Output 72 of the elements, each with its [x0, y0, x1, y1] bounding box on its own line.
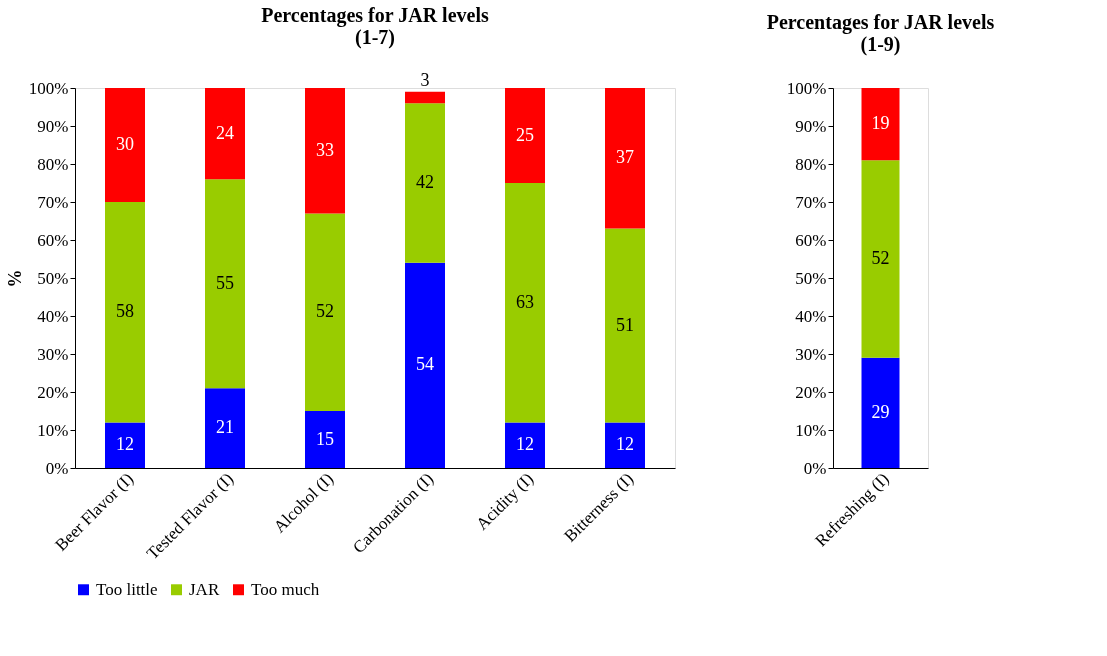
data-label: 42	[416, 172, 434, 192]
data-label: 12	[616, 434, 634, 455]
bar	[205, 388, 245, 468]
data-label: 21	[216, 417, 234, 438]
y-tick-label: 80%	[795, 154, 827, 174]
text: Percentages for JAR levels	[261, 3, 489, 26]
bar	[605, 422, 645, 468]
y-tick-label: 90%	[795, 116, 827, 136]
legend-label: JAR	[189, 579, 220, 599]
text: (1-9)	[860, 33, 901, 55]
bar	[405, 103, 445, 263]
bar	[305, 88, 345, 214]
data-label: 29	[871, 401, 890, 422]
data-label: 33	[316, 139, 334, 160]
y-tick-label: 0%	[803, 458, 827, 478]
data-label: 58	[116, 301, 134, 322]
bar	[861, 357, 900, 468]
bar	[105, 202, 145, 423]
bar	[205, 179, 245, 389]
y-tick-label: 60%	[37, 230, 69, 250]
y-axis-title: %	[4, 269, 25, 288]
data-label: 52	[871, 248, 890, 268]
y-tick-label: 10%	[795, 420, 827, 440]
data-label: 19	[871, 113, 890, 134]
y-tick-label: 0%	[45, 458, 69, 478]
data-label: 55	[216, 272, 234, 293]
y-tick-label: 100%	[28, 78, 69, 98]
bar	[305, 411, 345, 468]
bar	[505, 422, 545, 468]
y-tick-label: 70%	[37, 192, 69, 212]
bar	[861, 88, 900, 161]
data-label: 12	[116, 434, 134, 455]
y-tick-label: 50%	[37, 268, 69, 288]
data-label: 12	[516, 434, 534, 455]
data-label: 25	[516, 124, 534, 145]
y-tick-label: 40%	[795, 306, 827, 326]
bar	[405, 91, 445, 104]
text: (1-7)	[355, 25, 395, 48]
y-tick-label: 60%	[795, 230, 827, 250]
y-tick-label: 10%	[37, 420, 69, 440]
bar	[505, 88, 545, 183]
legend-label: Too much	[251, 579, 320, 599]
bar	[605, 228, 645, 423]
data-label: 54	[416, 354, 434, 375]
y-tick-label: 100%	[786, 78, 827, 98]
bar	[205, 88, 245, 180]
data-label: 51	[616, 314, 634, 335]
bar	[605, 88, 645, 229]
text: Percentages for JAR levels	[766, 11, 995, 33]
y-tick-label: 30%	[795, 344, 827, 364]
data-label: 24	[216, 122, 234, 143]
data-label: 30	[116, 134, 134, 154]
bar	[861, 160, 900, 358]
data-label: 63	[516, 291, 534, 312]
y-tick-label: 40%	[37, 306, 69, 326]
y-tick-label: 90%	[37, 116, 69, 136]
data-label: 52	[316, 301, 334, 322]
bar	[105, 422, 145, 468]
y-tick-label: 20%	[37, 382, 69, 402]
legend-label: Too little	[96, 579, 158, 599]
bar	[505, 183, 545, 423]
y-tick-label: 70%	[795, 192, 827, 212]
bar	[405, 262, 445, 468]
data-label: 3	[420, 69, 430, 90]
bar	[305, 213, 345, 411]
bar	[105, 88, 145, 202]
y-tick-label: 80%	[37, 154, 69, 174]
y-tick-label: 50%	[795, 268, 827, 288]
y-tick-label: 30%	[37, 344, 69, 364]
data-label: 15	[316, 428, 334, 449]
y-tick-label: 20%	[795, 382, 827, 402]
data-label: 37	[616, 147, 634, 168]
